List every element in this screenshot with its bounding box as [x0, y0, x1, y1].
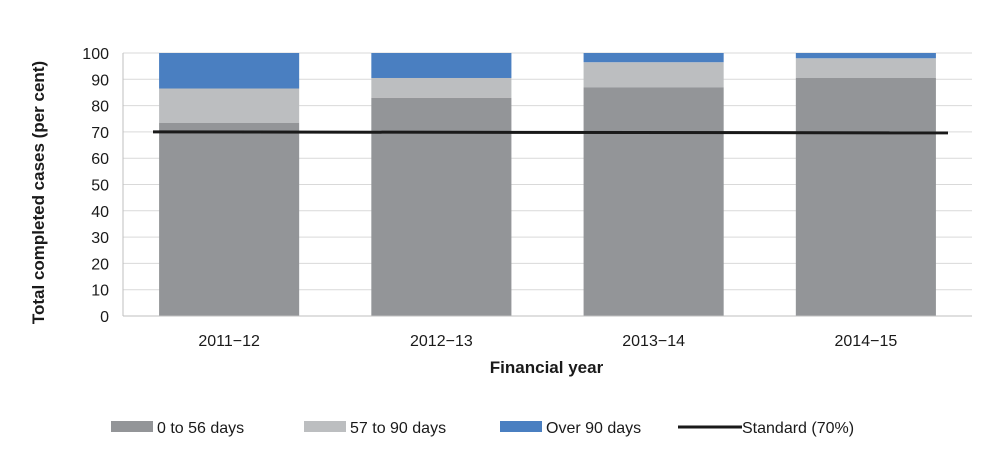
y-tick-label: 30	[91, 230, 109, 247]
bar-segment	[583, 87, 724, 316]
bar-segment	[371, 77, 512, 98]
legend-swatch	[111, 421, 153, 432]
legend-swatch	[304, 421, 346, 432]
standard-reference-line	[152, 130, 949, 135]
y-tick-label: 0	[100, 309, 109, 326]
legend-item-57-to-90-days: 57 to 90 days	[350, 420, 446, 437]
y-tick-label: 70	[91, 125, 109, 142]
bar-segment	[159, 122, 300, 316]
bar-segment	[159, 53, 300, 89]
legend-item-0-to-56-days: 0 to 56 days	[157, 420, 244, 437]
x-tick-label: 2014−15	[835, 333, 898, 350]
y-tick-label: 40	[91, 204, 109, 221]
y-tick-label: 10	[91, 283, 109, 300]
legend-item-over-90-days: Over 90 days	[546, 420, 641, 437]
bar-segment	[371, 97, 512, 317]
bar-segment	[371, 53, 512, 78]
y-tick-label: 50	[91, 178, 109, 195]
bar-segment	[159, 88, 300, 123]
legend: 0 to 56 days 57 to 90 days Over 90 days Sta…	[111, 420, 854, 437]
legend-swatch	[500, 421, 542, 432]
bar-segment	[583, 62, 724, 88]
axes: 0 10 20 30 40 50 60 70 80 90 100 2011−12 2012−13 2013…	[29, 46, 972, 377]
x-tick-label: 2011−12	[198, 333, 260, 350]
x-axis-title: Financial year	[490, 358, 604, 377]
y-axis-title: Total completed cases (per cent)	[29, 61, 48, 324]
bars	[159, 53, 936, 317]
y-tick-label: 90	[91, 72, 109, 89]
bar-segment	[583, 53, 724, 63]
x-tick-label: 2012−13	[410, 333, 473, 350]
y-tick-label: 60	[91, 151, 109, 168]
bar-segment	[795, 53, 936, 59]
x-tick-label: 2013−14	[622, 333, 685, 350]
y-tick-label: 100	[82, 46, 109, 63]
bar-segment	[795, 58, 936, 78]
legend-item-standard: Standard (70%)	[742, 420, 854, 437]
y-tick-label: 80	[91, 99, 109, 116]
y-tick-label: 20	[91, 256, 109, 273]
bar-segment	[795, 77, 936, 316]
reference-line-layer	[152, 130, 949, 135]
